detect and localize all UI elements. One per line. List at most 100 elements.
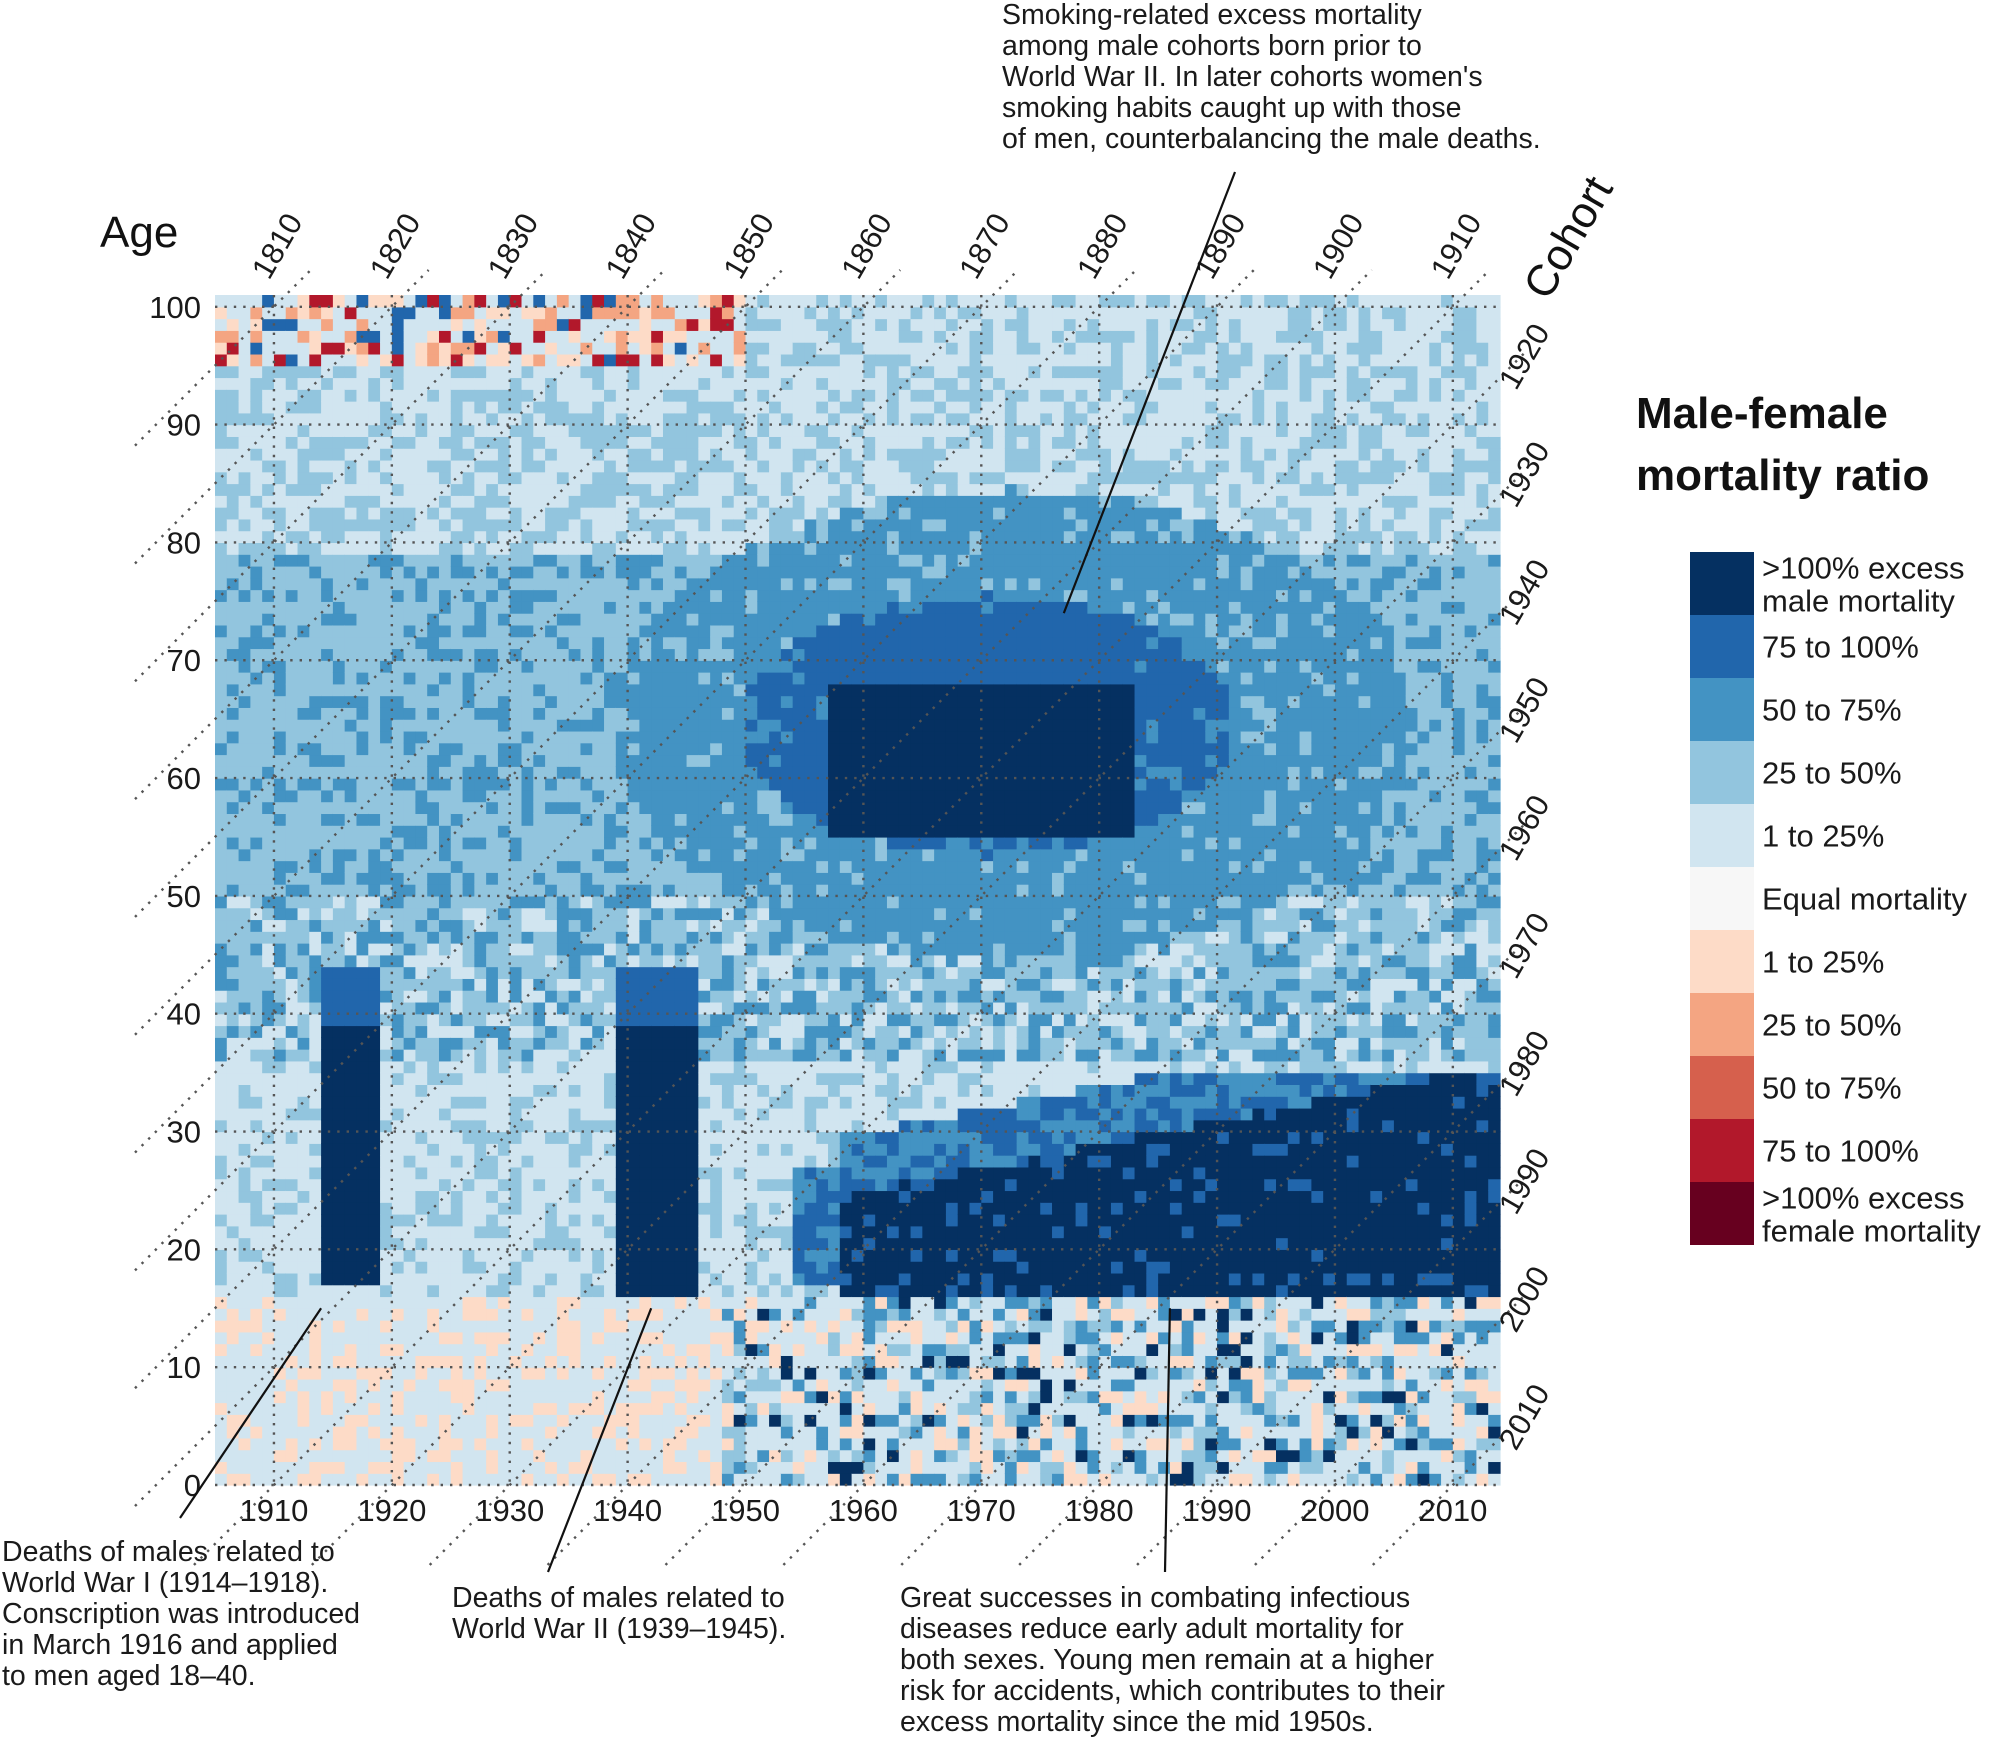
heatmap-cell [733,1308,747,1321]
heatmap-cell [215,542,228,555]
heatmap-cell [497,884,511,897]
heatmap-cell [651,919,664,932]
heatmap-cell [427,353,440,367]
heatmap-cell [215,836,228,850]
heatmap-cell [533,1025,546,1038]
heatmap-cell [721,353,735,367]
heatmap-cell [368,412,381,426]
heatmap-cell [757,1473,770,1486]
heatmap-cell [745,907,758,921]
heatmap-cell [710,1060,723,1074]
heatmap-cell [710,554,723,567]
heatmap-cell [297,1107,310,1121]
heatmap-cell [215,601,228,614]
heatmap-cell [415,730,428,744]
heatmap-cell [686,1166,699,1180]
heatmap-cell [757,1237,770,1250]
heatmap-cell [238,330,251,343]
heatmap-cell [745,1013,758,1027]
heatmap-cell [545,330,558,343]
heatmap-cell [321,353,334,367]
heatmap-cell [533,401,546,414]
heatmap-cell [604,554,617,567]
heatmap-cell [733,813,747,826]
heatmap-cell [215,1190,228,1203]
heatmap-cell [651,1060,664,1074]
heatmap-cell [604,1249,617,1262]
heatmap-cell [238,1214,251,1227]
heatmap-cell [321,1214,334,1227]
heatmap-cell [698,754,711,767]
heatmap-cell [403,1296,417,1309]
heatmap-cell [592,1025,605,1038]
heatmap-cell [332,1473,346,1486]
heatmap-cell [415,1001,428,1015]
heatmap-cell [580,1143,593,1156]
heatmap-cell [215,895,228,909]
heatmap-cell [238,1190,251,1203]
heatmap-cell [380,1225,393,1239]
heatmap-cell [380,707,393,720]
heatmap-cell [568,884,582,897]
heatmap-cell [745,895,758,909]
heatmap-cell [344,1437,358,1451]
heatmap-cell [604,1096,617,1109]
heatmap-cell [321,742,334,756]
heatmap-cell [474,613,487,626]
heatmap-cell [686,401,699,414]
heatmap-cell [486,860,499,873]
heatmap-cell [545,1355,558,1368]
heatmap-cell [745,436,758,449]
heatmap-cell [356,1249,369,1262]
heatmap-cell [710,1013,723,1027]
heatmap-cell [509,306,523,320]
heatmap-cell [757,495,770,508]
heatmap-cell [604,801,617,815]
heatmap-cell [568,1261,582,1274]
heatmap-cell [215,1437,228,1451]
heatmap-cell [780,542,794,555]
heatmap-cell [356,1190,369,1203]
heatmap-cell [380,1426,393,1439]
heatmap-cell [391,1261,405,1274]
heatmap-cell [391,330,405,343]
heatmap-cell [556,507,570,520]
heatmap-cell [521,1367,534,1380]
heatmap-cell [733,1001,747,1015]
heatmap-cell [215,1072,228,1085]
heatmap-cell [780,601,794,614]
heatmap-cell [403,860,417,873]
heatmap-cell [733,1155,747,1168]
heatmap-cell [509,1037,523,1050]
heatmap-cell [344,1320,358,1333]
heatmap-cell [321,530,334,544]
heatmap-cell [415,1367,428,1380]
heatmap-cell [662,1355,676,1368]
heatmap-cell [615,825,629,838]
heatmap-cell [592,978,605,991]
heatmap-cell [250,1272,263,1286]
heatmap-cell [592,507,605,520]
heatmap-cell [321,1084,334,1097]
heatmap-cell [403,1131,417,1144]
heatmap-cell [321,436,334,449]
heatmap-cell [521,1037,534,1050]
heatmap-cell [380,1320,393,1333]
heatmap-cell [733,542,747,555]
heatmap-cell [556,1367,570,1380]
heatmap-cell [533,954,546,968]
heatmap-cell [627,636,640,650]
heatmap-cell [474,1343,487,1356]
heatmap-cell [698,1178,711,1192]
heatmap-cell [662,1449,676,1463]
heatmap-cell [344,1143,358,1156]
heatmap-cell [438,978,452,991]
heatmap-cell [721,495,735,508]
heatmap-cell [226,1437,240,1451]
heatmap-cell [686,436,699,449]
heatmap-cell [262,1261,275,1274]
heatmap-cell [309,1001,322,1015]
heatmap-cell [533,1473,546,1486]
heatmap-cell [427,884,440,897]
heatmap-cell [250,530,263,544]
